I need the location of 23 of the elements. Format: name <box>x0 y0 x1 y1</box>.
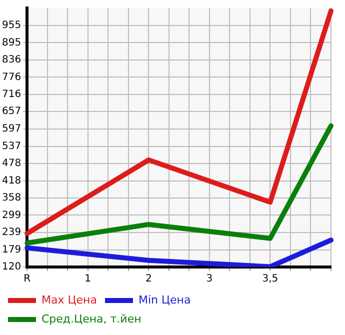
y-tick-label: 657 <box>2 106 22 118</box>
y-tick-label: 179 <box>2 244 22 256</box>
y-tick-label: 597 <box>2 124 22 135</box>
x-tick-label: R <box>24 274 31 285</box>
y-tick-label: 716 <box>2 89 22 100</box>
x-tick-label: 2 <box>145 274 152 285</box>
y-tick-label: 537 <box>2 140 22 152</box>
y-tick-label: 358 <box>2 192 22 204</box>
y-tick-label: 299 <box>2 210 22 221</box>
y-tick-label: 895 <box>2 37 22 48</box>
x-tick-label: 3 <box>206 274 213 285</box>
x-tick-label: 1 <box>84 274 92 285</box>
x-tick-label: 3,5 <box>262 274 278 285</box>
legend-label: Max Цена <box>42 293 97 306</box>
y-tick-label: 836 <box>2 54 22 66</box>
y-tick-label: 120 <box>2 262 22 273</box>
y-tick-label: 955 <box>2 20 22 31</box>
legend-label: Сред.Цена, т.йен <box>42 312 142 326</box>
legend-label: Min Цена <box>138 293 191 306</box>
y-tick-label: 418 <box>2 175 22 186</box>
y-tick-label: 239 <box>2 227 22 238</box>
y-tick-label: 776 <box>2 72 22 83</box>
y-tick-label: 478 <box>2 158 22 169</box>
